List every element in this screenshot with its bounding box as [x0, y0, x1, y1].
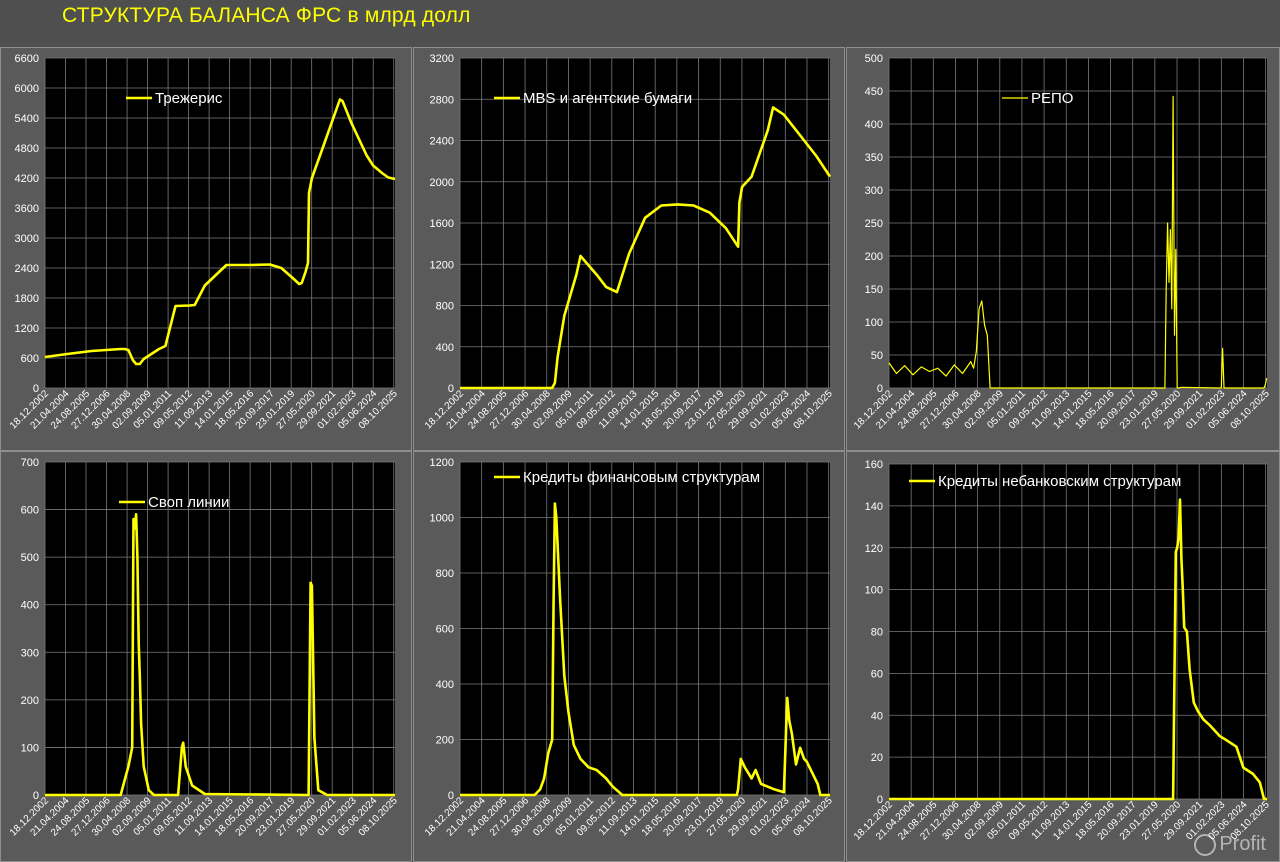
y-tick-label: 1200 [430, 457, 454, 469]
y-tick-label: 50 [871, 350, 883, 362]
series-line [460, 502, 830, 797]
series-line [45, 512, 395, 797]
y-tick-label: 200 [21, 695, 39, 707]
y-tick-label: 4800 [15, 143, 39, 155]
y-tick-label: 20 [871, 752, 883, 764]
y-tick-label: 700 [21, 457, 39, 469]
y-tick-label: 0 [448, 790, 454, 802]
y-tick-label: 600 [21, 505, 39, 517]
y-tick-label: 5400 [15, 113, 39, 125]
plot-area [45, 462, 395, 795]
y-tick-label: 1200 [15, 323, 39, 335]
chart-panel-treasuries: 0 600 1200 1800 2400 3000 3600 4200 4800 5400 6000… [0, 47, 412, 451]
y-tick-label: 0 [877, 794, 883, 806]
y-tick-label: 400 [865, 119, 883, 131]
chart-svg: 02040608010012014016018.12.200221.04.200… [852, 459, 1272, 843]
y-tick-label: 100 [865, 585, 883, 597]
series-line [44, 98, 396, 366]
y-tick-label: 4200 [15, 173, 39, 185]
y-tick-label: 0 [33, 383, 39, 395]
chart-svg: 05010015020025030035040045050018.12.2002… [852, 53, 1272, 432]
chart-svg: 010020030040050060070018.12.200221.04.20… [8, 457, 400, 839]
y-tick-label: 0 [877, 383, 883, 395]
y-tick-label: 0 [448, 383, 454, 395]
chart-panel-repo: 0 50 100 150 200 250 300 350 400 450 500 18.12.2002… [846, 47, 1280, 451]
y-tick-label: 400 [21, 600, 39, 612]
y-tick-label: 3000 [15, 233, 39, 245]
y-tick-label: 140 [865, 501, 883, 513]
chart-panel-financial-credits: 0 200 400 600 800 1000 1200 18.12.2002 21.04.200… [413, 451, 845, 862]
y-tick-label: 500 [865, 53, 883, 65]
y-tick-label: 80 [871, 627, 883, 639]
watermark-text: Profit [1219, 833, 1266, 855]
y-tick-label: 400 [436, 342, 454, 354]
legend-label: Кредиты финансовым структурам [523, 469, 760, 486]
y-tick-label: 800 [436, 301, 454, 313]
y-tick-label: 300 [865, 185, 883, 197]
legend-label: Трежерис [155, 90, 223, 107]
y-tick-label: 600 [21, 353, 39, 365]
y-tick-label: 1200 [430, 259, 454, 271]
y-tick-label: 40 [871, 710, 883, 722]
y-tick-label: 160 [865, 459, 883, 471]
chart-svg: 0 600 1200 1800 2400 3000 3600 4200 4800 5400 6000… [8, 53, 400, 432]
watermark-icon [1194, 833, 1217, 856]
y-tick-label: 300 [21, 647, 39, 659]
y-tick-label: 200 [865, 251, 883, 263]
chart-panel-nonbank-credits: 0 20 40 60 80 100 120 140 160 18.12.2002 21.04.200… [846, 451, 1280, 862]
y-tick-label: 450 [865, 86, 883, 98]
y-tick-label: 800 [436, 568, 454, 580]
y-tick-label: 2400 [15, 263, 39, 275]
y-tick-label: 350 [865, 152, 883, 164]
plot-area [45, 58, 395, 388]
y-tick-label: 1000 [430, 513, 454, 525]
y-tick-label: 400 [436, 679, 454, 691]
y-tick-label: 100 [865, 317, 883, 329]
y-tick-label: 250 [865, 218, 883, 230]
y-tick-label: 6000 [15, 83, 39, 95]
chart-svg: 040080012001600200024002800320018.12.200… [423, 53, 835, 432]
y-tick-label: 3200 [430, 53, 454, 65]
legend-label: Своп линии [148, 494, 229, 511]
series-line [889, 498, 1267, 801]
y-tick-label: 2000 [430, 177, 454, 189]
chart-panel-mbs: 0 400 800 1200 1600 2000 2400 2800 3200 18.12.200… [413, 47, 845, 451]
y-tick-label: 150 [865, 284, 883, 296]
legend-label: MBS и агентские бумаги [523, 90, 692, 107]
y-tick-label: 200 [436, 735, 454, 747]
chart-panel-swap-lines: 0 100 200 300 400 500 600 700 18.12.2002 21.04.20… [0, 451, 412, 862]
series-line [460, 106, 832, 390]
legend-label: Кредиты небанковским структурам [938, 473, 1181, 490]
y-tick-label: 120 [865, 543, 883, 555]
y-tick-label: 100 [21, 742, 39, 754]
watermark: Profit [1194, 833, 1266, 856]
y-tick-label: 3600 [15, 203, 39, 215]
y-tick-label: 2800 [430, 94, 454, 106]
y-tick-label: 0 [33, 790, 39, 802]
y-tick-label: 1800 [15, 293, 39, 305]
y-tick-label: 500 [21, 552, 39, 564]
page-title: СТРУКТУРА БАЛАНСА ФРС в млрд долл [62, 4, 471, 27]
y-tick-label: 60 [871, 668, 883, 680]
series-line [888, 95, 1268, 389]
y-tick-label: 2400 [430, 136, 454, 148]
y-tick-label: 1600 [430, 218, 454, 230]
y-tick-label: 600 [436, 624, 454, 636]
legend-label: РЕПО [1031, 90, 1073, 107]
chart-svg: 02004006008001000120018.12.200221.04.200… [423, 457, 835, 839]
y-tick-label: 6600 [15, 53, 39, 65]
